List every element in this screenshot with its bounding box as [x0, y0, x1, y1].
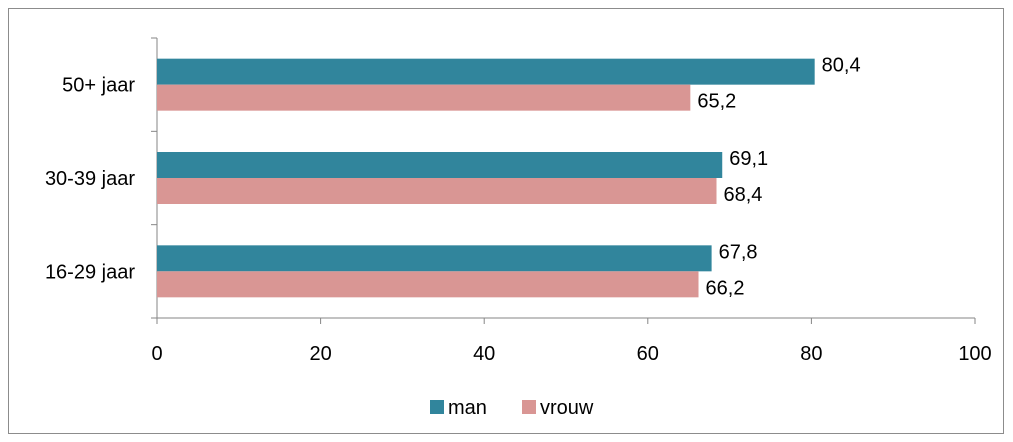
category-label: 16-29 jaar — [45, 261, 135, 283]
bar-vrouw — [157, 271, 699, 298]
bar-man — [157, 245, 712, 272]
x-tick-label: 80 — [800, 343, 822, 365]
x-tick-label: 100 — [958, 343, 991, 365]
data-label-vrouw: 68,4 — [724, 184, 763, 206]
x-tick-label: 20 — [309, 343, 331, 365]
bar-man — [157, 152, 723, 178]
bar-vrouw — [157, 178, 717, 204]
category-label: 30-39 jaar — [45, 168, 135, 190]
data-label-vrouw: 66,2 — [706, 277, 745, 299]
x-tick-label: 0 — [151, 343, 162, 365]
bar-man — [157, 58, 815, 85]
legend-label-man: man — [448, 397, 487, 419]
data-label-man: 80,4 — [822, 55, 861, 77]
bar-vrouw — [157, 84, 691, 111]
data-label-vrouw: 65,2 — [697, 91, 736, 113]
x-tick-label: 40 — [473, 343, 495, 365]
data-label-man: 69,1 — [729, 148, 768, 170]
legend-swatch-vrouw — [522, 400, 536, 414]
legend-swatch-man — [430, 400, 444, 414]
legend-label-vrouw: vrouw — [540, 397, 594, 419]
category-label: 50+ jaar — [62, 75, 135, 97]
data-label-man: 67,8 — [719, 241, 758, 263]
x-tick-label: 60 — [637, 343, 659, 365]
